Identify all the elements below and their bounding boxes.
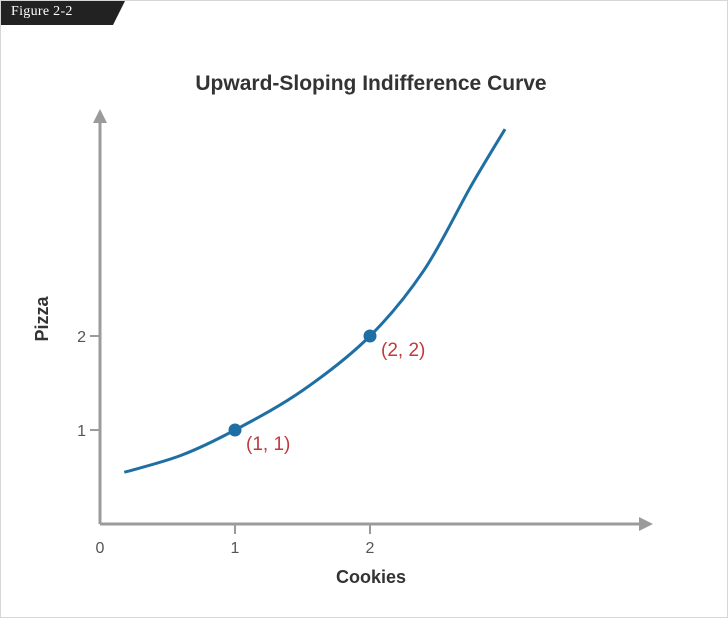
x-tick-label: 2 [366,540,375,557]
x-axis-arrow [639,517,653,531]
figure-tag-background [1,1,125,25]
figure-tag: Figure 2-2 [1,1,125,25]
y-tick-label: 1 [77,423,86,440]
ticks: 0 1 2 1 2 [77,329,374,557]
chart-title: Upward-Sloping Indifference Curve [195,72,546,95]
y-axis-arrow [93,109,107,123]
indifference-curve [123,128,507,474]
data-point-label: (1, 1) [246,434,290,455]
data-point-label: (2, 2) [381,340,425,361]
data-point [363,329,377,343]
origin-label: 0 [96,540,105,557]
figure-tag-label: Figure 2-2 [11,4,73,19]
axes [93,109,653,531]
y-axis-label: Pizza [32,296,52,342]
data-point [228,423,242,437]
y-tick-label: 2 [77,329,86,346]
x-tick-label: 1 [231,540,240,557]
x-axis-label: Cookies [336,567,406,587]
highlighted-points: (1, 1) (2, 2) [228,329,425,455]
